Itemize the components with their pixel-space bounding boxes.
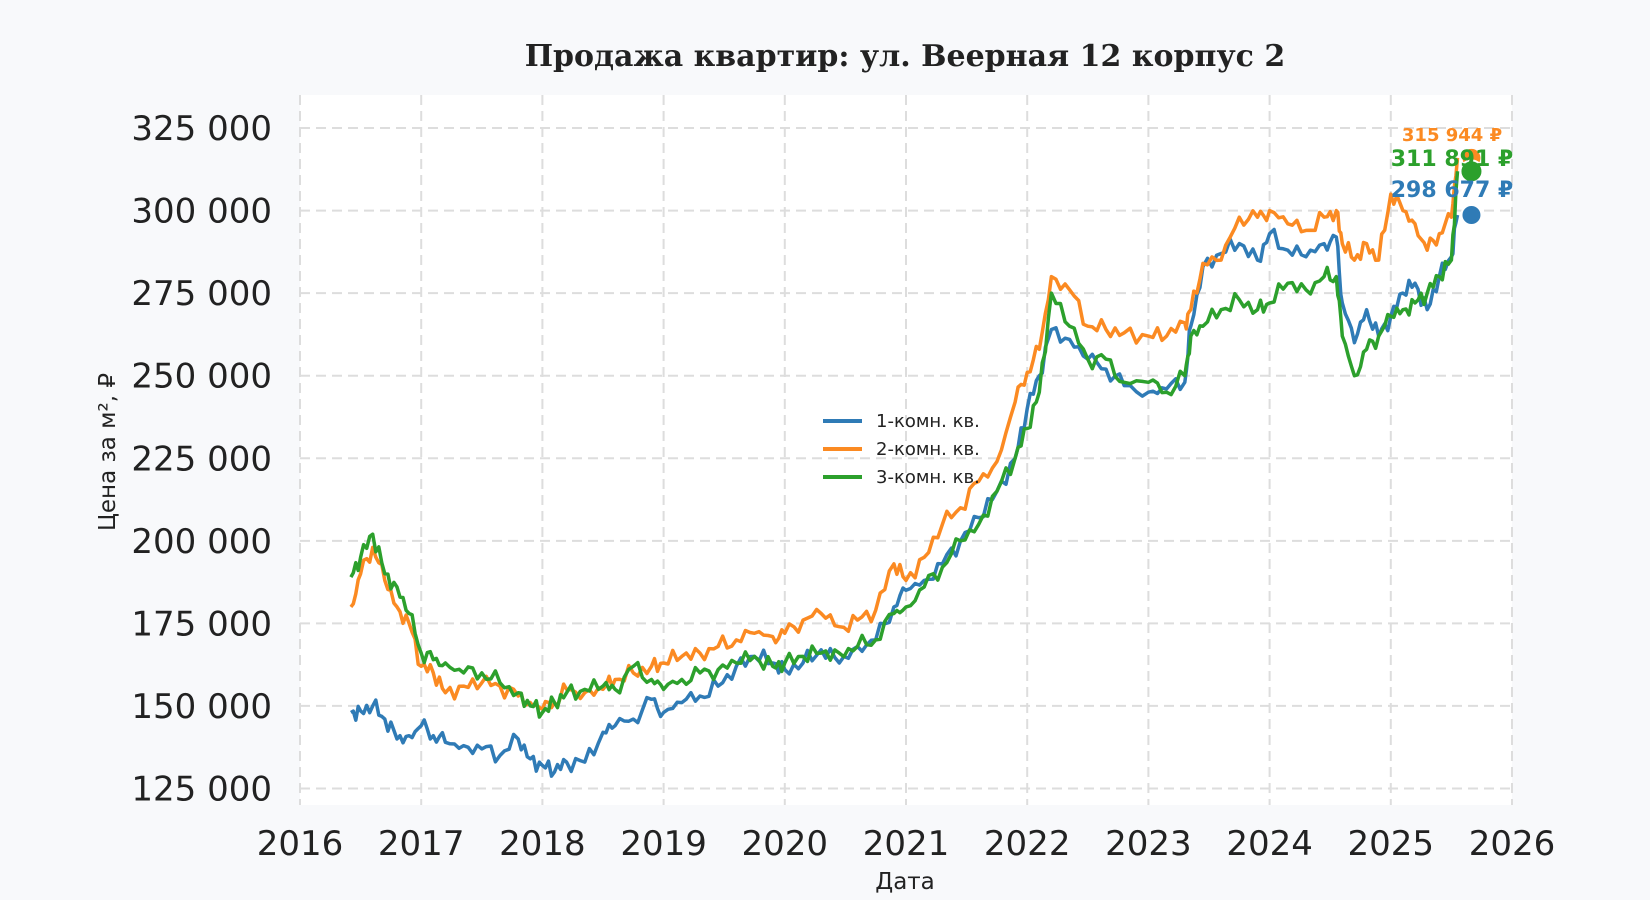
x-tick-label: 2025 bbox=[1348, 824, 1435, 864]
end-value-labels: 298 677 ₽ 315 944 ₽311 891 ₽ bbox=[1391, 125, 1513, 226]
series-line-1 bbox=[350, 214, 1460, 778]
legend-label-2: 2-комн. кв. bbox=[876, 439, 980, 460]
tick-labels: 2016 2017 2018 2019 2020 2021 2022 2023 2024 2025… bbox=[131, 109, 1555, 864]
y-tick-label: 125 000 bbox=[131, 769, 272, 809]
end-value-label-3: 311 891 ₽ bbox=[1391, 147, 1513, 172]
x-tick-label: 2017 bbox=[378, 824, 465, 864]
end-marker-3 bbox=[1459, 159, 1484, 184]
x-tick-label: 2016 bbox=[257, 824, 344, 864]
end-marker-1 bbox=[1460, 203, 1483, 226]
y-axis-label: Цена за м², ₽ bbox=[95, 373, 121, 531]
grid bbox=[299, 95, 1513, 805]
x-tick-label: 2023 bbox=[1105, 824, 1192, 864]
x-tick-label: 2020 bbox=[742, 824, 829, 864]
series-line-3 bbox=[349, 171, 1460, 719]
series-lines bbox=[349, 157, 1460, 778]
end-value-label-2: 315 944 ₽ bbox=[1402, 125, 1502, 146]
y-tick-label: 275 000 bbox=[131, 274, 272, 314]
y-tick-label: 225 000 bbox=[131, 439, 272, 479]
x-tick-label: 2019 bbox=[620, 824, 707, 864]
chart-title: Продажа квартир: ул. Веерная 12 корпус 2 bbox=[525, 39, 1286, 74]
end-value-label-1: 298 677 ₽ bbox=[1391, 178, 1513, 203]
legend-label-1: 1-комн. кв. bbox=[876, 411, 980, 432]
x-axis-label: Дата bbox=[875, 869, 935, 895]
y-tick-label: 325 000 bbox=[131, 109, 272, 149]
x-tick-label: 2018 bbox=[499, 824, 586, 864]
x-tick-label: 2026 bbox=[1469, 824, 1556, 864]
y-tick-label: 250 000 bbox=[131, 357, 272, 397]
legend-label-3: 3-комн. кв. bbox=[876, 467, 980, 488]
y-tick-label: 200 000 bbox=[131, 522, 272, 562]
y-tick-label: 150 000 bbox=[131, 687, 272, 727]
x-tick-label: 2022 bbox=[984, 824, 1071, 864]
y-tick-label: 300 000 bbox=[131, 192, 272, 232]
x-tick-label: 2024 bbox=[1226, 824, 1313, 864]
legend: 1-комн. кв. 2-комн. кв. 3-комн. кв. bbox=[823, 411, 980, 488]
y-tick-label: 175 000 bbox=[131, 604, 272, 644]
x-tick-label: 2021 bbox=[863, 824, 950, 864]
